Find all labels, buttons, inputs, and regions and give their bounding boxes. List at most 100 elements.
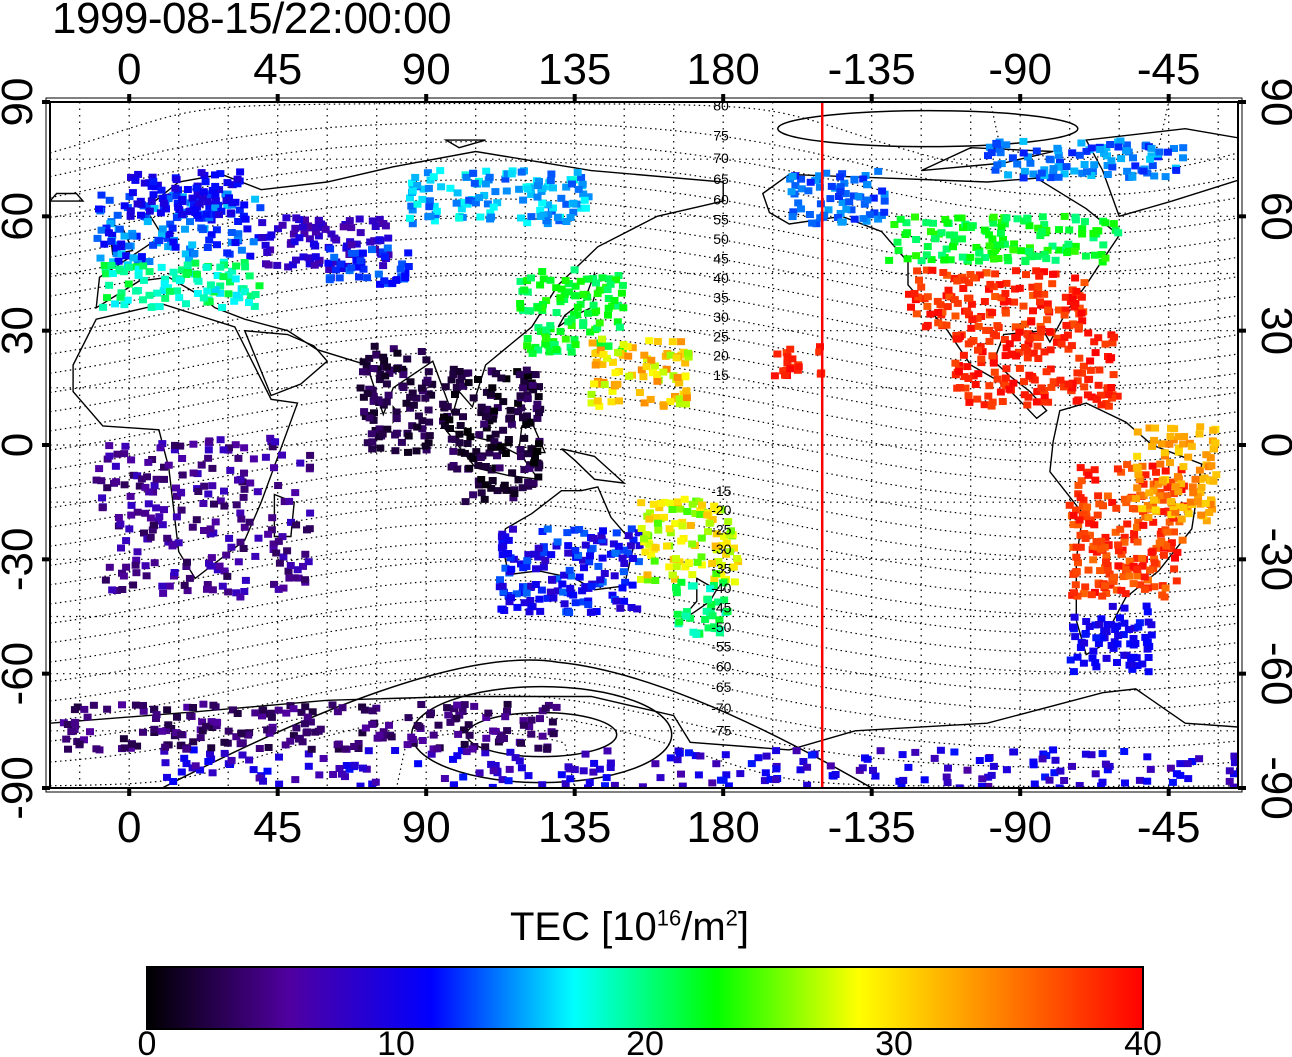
tec-pixel [561,780,570,788]
tec-pixel [202,210,211,218]
contour-labels: 8075706560555045403530252015-15-20-25-30… [711,97,731,738]
tec-pixel [860,200,869,208]
tec-pixel [526,345,535,353]
tec-pixel [356,782,365,788]
tec-pixel [586,552,594,560]
tec-pixel [539,275,548,283]
tec-pixel [640,351,649,359]
tec-pixel [171,243,180,251]
tec-pixel [579,598,588,606]
tec-pixel [682,387,691,395]
tec-pixel [522,366,531,374]
tec-pixel [219,446,228,454]
tec-pixel [501,713,510,721]
tec-pixel [1091,476,1100,484]
tec-pixel [1103,171,1112,178]
tec-pixel [279,553,288,561]
tec-pixel [116,293,125,301]
tec-pixel [985,231,993,239]
tec-pixel [1020,378,1028,386]
tec-pixel [1021,343,1029,351]
tec-pixel [460,726,468,734]
tec-pixel [1019,137,1028,145]
tec-pixel [1133,428,1142,436]
tec-pixel [104,229,113,237]
tec-pixel [453,189,462,197]
tec-pixel [1167,478,1176,486]
tec-pixel [258,219,267,227]
tec-pixel [358,729,367,737]
tec-pixel [518,484,527,492]
tec-pixel [615,323,624,331]
tec-pixel [503,700,512,708]
tec-pixel [1103,391,1112,399]
tec-pixel [770,372,779,380]
tec-pixel [199,214,208,222]
tec-pixel [303,728,312,736]
tec-pixel [1144,514,1153,521]
tec-pixel [1061,293,1070,301]
tec-pixel [182,271,191,278]
tec-pixel [418,195,427,203]
tec-pixel [240,444,249,452]
tec-pixel [885,256,894,264]
tec-pixel [1158,476,1167,484]
tec-pixel [786,345,795,353]
tec-pixel [259,777,267,785]
tec-pixel [645,541,654,549]
tec-pixel [1167,545,1176,553]
coastline [1085,127,1238,218]
tec-pixel [516,446,525,453]
tec-pixel [122,252,131,260]
tec-pixel [504,777,513,785]
tec-pixel [545,348,554,356]
tec-pixel [723,608,732,615]
tec-pixel [103,484,112,492]
tec-pixel [413,423,422,431]
tec-pixel [606,764,615,771]
tec-pixel [488,477,497,484]
tec-pixel [706,585,715,593]
tec-pixel [993,141,1001,149]
tec-pixel [299,562,307,570]
tec-pixel [251,709,260,717]
tec-pixel [160,280,169,288]
tec-pixel [677,338,686,346]
tec-pixel [589,534,598,542]
tec-pixel [503,170,512,178]
tec-pixel [424,184,433,192]
tec-pixel [491,370,500,378]
tec-pixel [141,562,150,570]
tec-pixel [129,254,138,262]
tec-pixel [380,357,389,365]
tec-pixel [1002,344,1011,352]
tec-pixel [1143,777,1152,785]
tec-pixel [201,178,210,186]
tec-pixel [548,575,556,583]
tec-pixel [483,200,492,208]
tec-pixel [263,249,272,256]
tec-pixel [1177,480,1186,488]
tec-pixel [345,217,354,225]
tec-pixel [1123,565,1132,573]
tec-pixel [1025,248,1033,255]
tec-pixel [542,326,551,334]
tec-pixel [178,195,187,203]
tec-pixel [787,188,796,196]
tec-pixel [292,256,300,264]
tec-pixel [1011,323,1020,331]
tec-pixel [824,206,833,214]
tec-pixel [926,310,935,318]
tec-pixel [963,363,972,371]
tec-pixel [149,178,158,185]
tec-pixel [827,182,836,190]
tec-pixel [286,562,295,569]
tec-pixel [401,274,410,282]
tec-pixel [600,381,609,388]
tec-pixel [251,195,260,203]
tec-pixel [1161,467,1170,475]
tec-pixel [117,544,125,552]
tec-pixel [211,286,220,294]
tec-pixel [1163,484,1172,492]
tec-pixel [122,537,131,545]
